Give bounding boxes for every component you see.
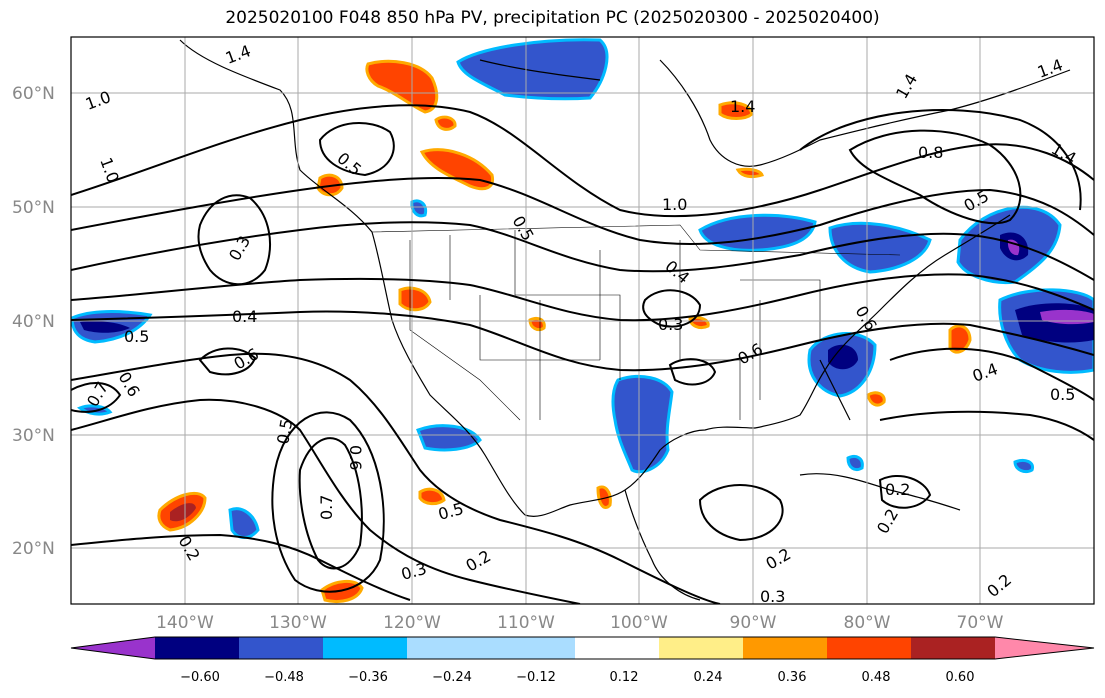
contour-label: 1.0 xyxy=(662,195,687,214)
graticule xyxy=(71,37,1094,604)
lon-label: 140°W xyxy=(156,613,214,633)
contour-label: 0.3 xyxy=(658,315,683,334)
colorbar-outline xyxy=(70,636,1095,660)
precip-pos-region xyxy=(528,316,546,332)
coastlines xyxy=(179,39,1071,601)
colorbar-tick-label: 0.24 xyxy=(694,670,723,685)
lat-label: 20°N xyxy=(12,539,55,559)
colorbar-tick-label: −0.24 xyxy=(432,670,472,685)
latitude-labels: 60°N 50°N 40°N 30°N 20°N xyxy=(12,84,55,559)
precip-neg-region xyxy=(1013,458,1035,474)
colorbar-segment xyxy=(407,637,491,659)
colorbar-segment xyxy=(743,637,827,659)
colorbar-segment xyxy=(323,637,407,659)
colorbar-min-extend xyxy=(71,637,155,659)
colorbar-tick-label: 0.48 xyxy=(862,670,891,685)
precip-pos-region xyxy=(365,59,439,114)
contour-label: 0.8 xyxy=(918,143,943,162)
colorbar-segment xyxy=(911,637,995,659)
lon-label: 110°W xyxy=(497,613,555,633)
precip-pos-region xyxy=(948,324,972,354)
state-borders xyxy=(371,224,901,421)
colorbar-segment xyxy=(575,637,659,659)
colorbar-segment xyxy=(659,637,743,659)
precip-pos-region xyxy=(170,503,196,522)
precip-neg-region xyxy=(846,454,864,472)
precip-pos-region xyxy=(688,316,710,330)
precip-pos-region xyxy=(735,167,765,179)
pv-contours xyxy=(71,104,1094,604)
precip-pos-region xyxy=(434,115,457,131)
colorbar-max-extend xyxy=(995,637,1094,659)
longitude-labels: 140°W 130°W 120°W 110°W 100°W 90°W 80°W … xyxy=(156,613,1004,633)
precip-neg-region xyxy=(416,424,482,452)
contour-label: 0.2 xyxy=(885,480,910,499)
precip-neg-region xyxy=(611,374,674,474)
contour-label: 1.4 xyxy=(730,97,755,116)
contour-label: 0.5 xyxy=(273,417,296,445)
lon-label: 130°W xyxy=(269,613,327,633)
map-frame xyxy=(70,36,1095,605)
colorbar-tick-label: 0.60 xyxy=(946,670,975,685)
contour-label: 0.6 xyxy=(346,445,365,470)
colorbar-tick-label: 0.12 xyxy=(610,670,639,685)
contour-label: 0.3 xyxy=(760,587,785,606)
lat-label: 40°N xyxy=(12,312,55,332)
colorbar-segment xyxy=(491,637,575,659)
contour-label: 0.5 xyxy=(1050,385,1075,404)
contour-label: 0.4 xyxy=(232,307,257,326)
precip-neg-region xyxy=(828,344,858,370)
colorbar-tick-label: −0.36 xyxy=(348,670,388,685)
lon-label: 70°W xyxy=(957,613,1004,633)
lon-label: 90°W xyxy=(730,613,777,633)
precip-pos-region xyxy=(718,101,754,120)
contour-label: 0.7 xyxy=(317,495,336,520)
precip-pos-region xyxy=(418,487,446,506)
colorbar-tick-label: −0.12 xyxy=(516,670,556,685)
colorbar-tick-label: 0.36 xyxy=(778,670,807,685)
precip-pos-region xyxy=(866,391,886,407)
colorbar: −0.60 −0.48 −0.36 −0.24 −0.12 0.12 0.24 … xyxy=(70,636,1095,685)
colorbar-tick-label: −0.60 xyxy=(180,670,220,685)
map-title: 2025020100 F048 850 hPa PV, precipitatio… xyxy=(225,8,880,28)
colorbar-ticks: −0.60 −0.48 −0.36 −0.24 −0.12 0.12 0.24 … xyxy=(180,670,974,685)
lon-label: 120°W xyxy=(383,613,441,633)
contour-label: 0.5 xyxy=(124,327,149,346)
colorbar-segment xyxy=(239,637,323,659)
precip-neg-region xyxy=(456,38,609,101)
precip-neg-region xyxy=(228,507,260,539)
lat-label: 50°N xyxy=(12,198,55,218)
colorbar-segment xyxy=(155,637,239,659)
precip-neg-region xyxy=(80,321,130,333)
lon-label: 80°W xyxy=(844,613,891,633)
precip-neg-region xyxy=(410,199,428,218)
colorbar-segment xyxy=(827,637,911,659)
lat-label: 30°N xyxy=(12,426,55,446)
lon-label: 100°W xyxy=(610,613,668,633)
colorbar-tick-label: −0.48 xyxy=(264,670,304,685)
lat-label: 60°N xyxy=(12,84,55,104)
